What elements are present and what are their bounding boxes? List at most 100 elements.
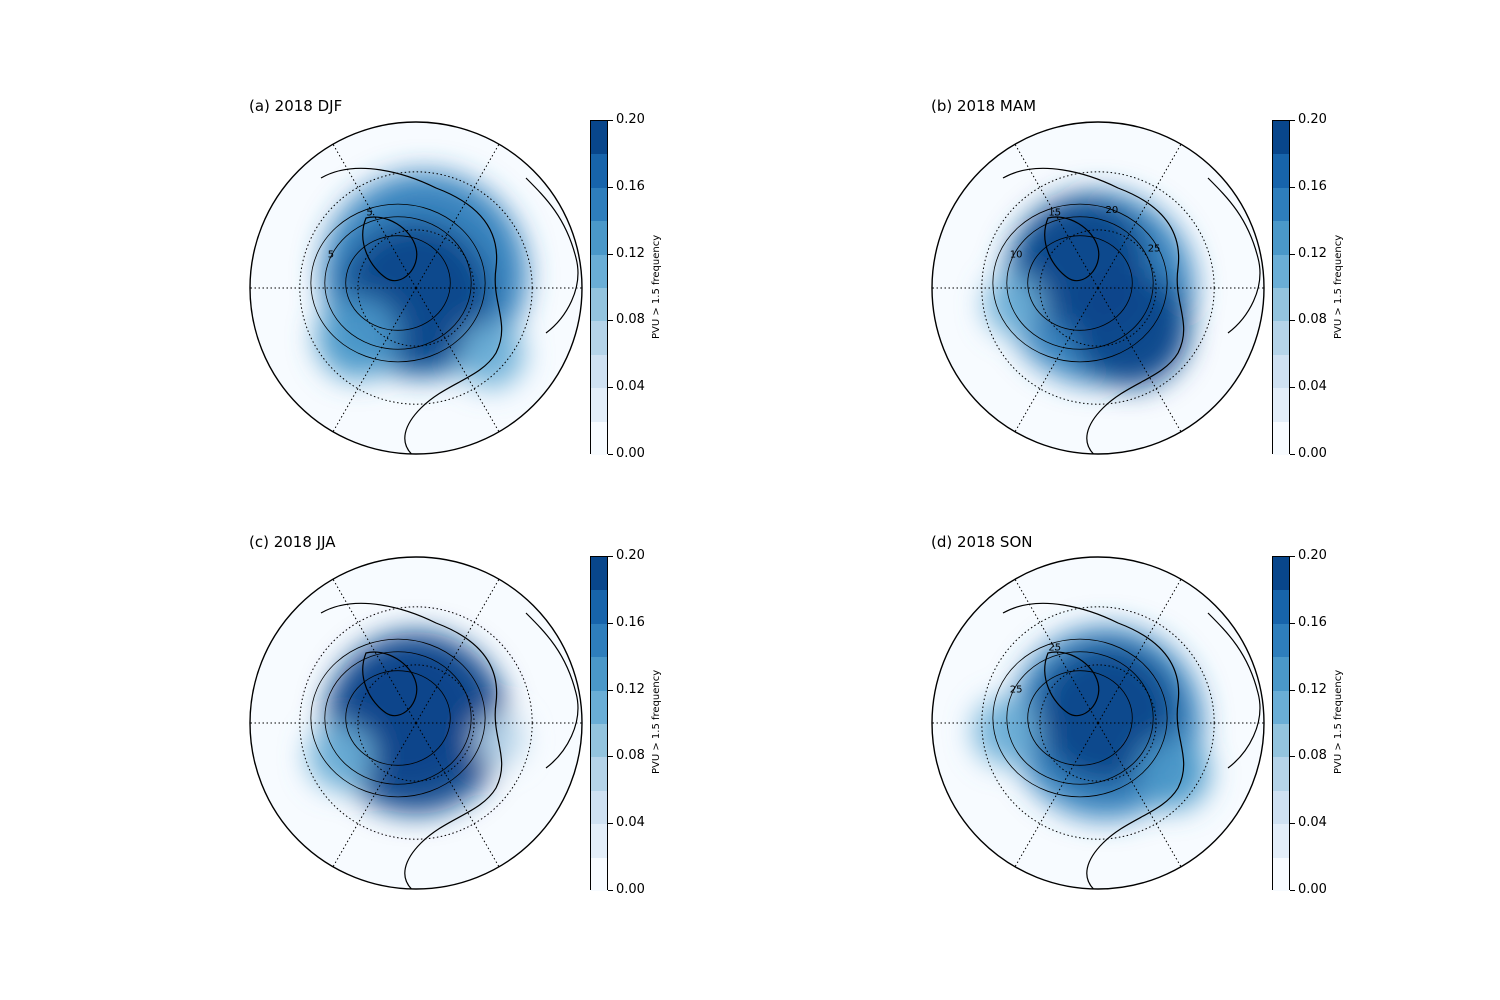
latitude-circle xyxy=(357,229,475,347)
colorbar-tick-label: 0.20 xyxy=(1298,548,1327,563)
colorbar-level xyxy=(591,421,607,455)
colorbar-level xyxy=(591,388,607,422)
contour-line xyxy=(1027,235,1133,331)
colorbar-tick xyxy=(608,890,613,891)
colorbar-level xyxy=(1273,154,1289,188)
panel-title: (a) 2018 DJF xyxy=(249,97,343,115)
panel-title: (d) 2018 SON xyxy=(931,533,1033,551)
colorbar-level xyxy=(591,557,607,591)
contour-line xyxy=(1006,651,1154,785)
coastline xyxy=(362,216,418,282)
coastline xyxy=(362,651,418,717)
colorbar-level xyxy=(1273,724,1289,758)
colorbar-tick xyxy=(1290,689,1295,691)
colorbar-tick xyxy=(608,556,613,557)
colorbar-level xyxy=(1273,354,1289,389)
colorbar-level xyxy=(591,590,607,624)
colorbar-tick xyxy=(608,622,613,624)
colorbar xyxy=(590,120,608,455)
colorbar-tick xyxy=(608,689,613,691)
contour-line xyxy=(992,638,1168,798)
colorbar-level xyxy=(591,824,607,858)
colorbar-tick xyxy=(1290,823,1295,825)
map-boundary xyxy=(249,556,583,890)
colorbar-tick-label: 0.04 xyxy=(616,815,645,831)
colorbar-tick-label: 0.16 xyxy=(616,614,645,630)
colorbar-level xyxy=(591,354,607,389)
colorbar-level xyxy=(1273,321,1289,355)
colorbar-label: PVU > 1.5 frequency xyxy=(1333,234,1344,339)
colorbar-tick-label: 0.08 xyxy=(1298,748,1327,764)
colorbar-tick-label: 0.20 xyxy=(1298,112,1327,127)
colorbar-tick-label: 0.12 xyxy=(616,681,645,697)
colorbar-level xyxy=(591,690,607,724)
colorbar-tick-label: 0.04 xyxy=(1298,815,1327,831)
polar-map xyxy=(249,556,583,890)
colorbar-level xyxy=(591,154,607,188)
colorbar-level xyxy=(591,187,607,222)
colorbar-tick-label: 0.12 xyxy=(616,245,645,261)
colorbar-tick xyxy=(1290,454,1295,455)
colorbar-level xyxy=(591,857,607,891)
colorbar-level xyxy=(591,790,607,825)
frequency-field xyxy=(316,296,400,380)
colorbar-tick xyxy=(608,320,613,322)
contour-line xyxy=(324,651,472,785)
coastline xyxy=(1002,167,1185,454)
colorbar xyxy=(590,556,608,891)
frequency-field xyxy=(1136,736,1210,810)
colorbar-level xyxy=(1273,557,1289,591)
colorbar xyxy=(1272,120,1290,455)
frequency-field xyxy=(457,321,524,388)
colorbar-tick xyxy=(1290,756,1295,758)
colorbar-tick xyxy=(1290,890,1295,891)
colorbar-tick xyxy=(608,454,613,455)
colorbar-level xyxy=(1273,657,1289,691)
colorbar-tick xyxy=(1290,320,1295,322)
coastline xyxy=(525,612,579,769)
colorbar-label: PVU > 1.5 frequency xyxy=(1333,669,1344,774)
frequency-field xyxy=(474,714,524,765)
frequency-field xyxy=(1036,644,1177,785)
contour-label: 5 xyxy=(328,249,334,260)
frequency-field xyxy=(308,723,375,790)
colorbar-tick-label: 0.08 xyxy=(616,312,645,328)
colorbar-level xyxy=(591,288,607,322)
coastline xyxy=(1044,651,1100,717)
colorbar-level xyxy=(1273,690,1289,724)
colorbar-level xyxy=(591,254,607,288)
colorbar-level xyxy=(1273,590,1289,624)
colorbar-level xyxy=(591,321,607,355)
colorbar-level xyxy=(1273,421,1289,455)
colorbar-level xyxy=(1273,187,1289,222)
colorbar-tick-label: 0.16 xyxy=(1298,614,1327,630)
contour-label: 15 xyxy=(1048,207,1061,218)
colorbar-tick-label: 0.04 xyxy=(1298,379,1327,395)
colorbar-level xyxy=(591,221,607,255)
coastline xyxy=(1002,602,1185,889)
colorbar-tick-label: 0.12 xyxy=(1298,245,1327,261)
colorbar-level xyxy=(591,623,607,658)
colorbar-tick-label: 0.12 xyxy=(1298,681,1327,697)
coastline xyxy=(1207,177,1261,334)
colorbar-label: PVU > 1.5 frequency xyxy=(651,234,662,339)
panel-title: (c) 2018 JJA xyxy=(249,533,336,551)
colorbar-level xyxy=(1273,288,1289,322)
contour-label: 10 xyxy=(1010,249,1023,260)
frequency-field xyxy=(973,698,1040,765)
contour-line xyxy=(324,216,472,350)
coastline xyxy=(320,602,503,889)
colorbar-tick xyxy=(1290,120,1295,121)
map-boundary xyxy=(249,121,583,455)
contour-line xyxy=(345,235,451,331)
colorbar-level xyxy=(591,757,607,791)
colorbar-tick xyxy=(608,253,613,255)
colorbar xyxy=(1272,556,1290,891)
coastline xyxy=(525,177,579,334)
colorbar-tick-label: 0.20 xyxy=(616,112,645,127)
colorbar-tick xyxy=(1290,186,1295,188)
colorbar-tick xyxy=(1290,387,1295,389)
colorbar-level xyxy=(1273,857,1289,891)
colorbar-tick xyxy=(608,756,613,758)
contour-label: 20 xyxy=(1106,205,1119,216)
